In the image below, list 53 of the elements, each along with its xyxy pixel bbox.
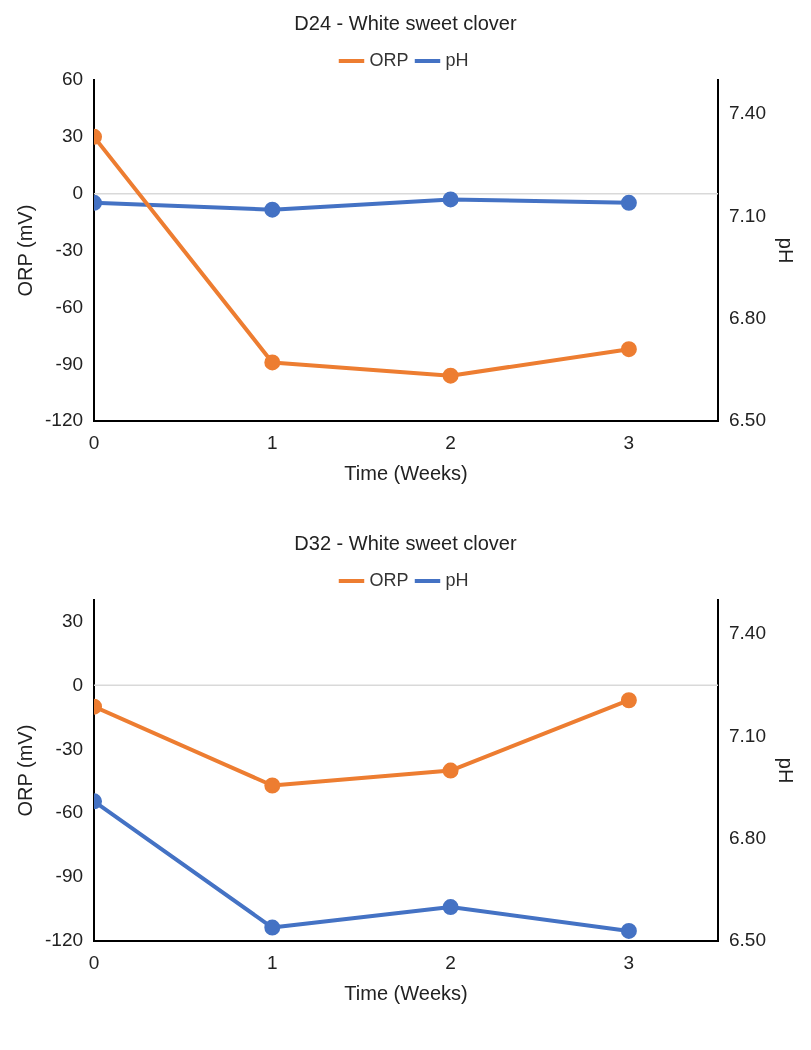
chart-title: D32 - White sweet clover — [294, 531, 517, 554]
point — [264, 201, 281, 218]
legend-label: pH — [445, 569, 469, 590]
y-tick-label: -90 — [55, 865, 84, 887]
y-tick-label: 30 — [61, 609, 84, 631]
point — [620, 692, 637, 709]
point — [620, 194, 637, 211]
point — [442, 899, 459, 916]
y-tick-label: -120 — [45, 409, 84, 431]
legend-label: ORP — [369, 569, 409, 590]
y2-tick-label: 7.40 — [729, 102, 766, 124]
x-axis-title: Time (Weeks) — [344, 981, 468, 1004]
point — [264, 919, 281, 936]
y-tick-label: 30 — [61, 125, 84, 147]
x-tick-label: 0 — [88, 431, 100, 453]
x-tick-label: 0 — [88, 951, 100, 973]
x-tick-label: 3 — [623, 951, 635, 973]
y-tick-label: 0 — [72, 181, 84, 203]
y2-tick-label: 7.10 — [729, 724, 766, 746]
x-tick-label: 3 — [623, 431, 635, 453]
y-tick-label: -30 — [55, 737, 84, 759]
y-tick-label: -90 — [55, 352, 84, 374]
y-tick-label: -120 — [45, 929, 84, 951]
legend-label: ORP — [369, 49, 409, 70]
x-tick-label: 2 — [445, 431, 456, 453]
y2-tick-label: 7.40 — [729, 622, 766, 644]
y2-axis-title: pH — [775, 237, 798, 264]
point — [264, 354, 281, 371]
y2-axis-title: pH — [775, 757, 798, 784]
point — [442, 191, 459, 208]
point — [620, 341, 637, 358]
y2-tick-label: 6.50 — [729, 409, 766, 431]
y2-tick-label: 6.80 — [729, 307, 766, 329]
y-tick-label: 0 — [72, 673, 84, 695]
y2-tick-label: 6.50 — [729, 929, 766, 951]
point — [620, 922, 637, 939]
x-tick-label: 1 — [267, 431, 278, 453]
x-tick-label: 1 — [267, 951, 278, 973]
y-tick-label: -60 — [55, 295, 84, 317]
x-tick-label: 2 — [445, 951, 456, 973]
point — [264, 777, 281, 794]
y-tick-label: -60 — [55, 801, 84, 823]
y-tick-label: -30 — [55, 238, 84, 260]
chart-title: D24 - White sweet clover — [294, 11, 517, 34]
point — [442, 367, 459, 384]
legend-label: pH — [445, 49, 469, 70]
y2-tick-label: 6.80 — [729, 827, 766, 849]
y-tick-label: 60 — [61, 68, 84, 90]
x-axis-title: Time (Weeks) — [344, 461, 468, 484]
y-axis-title: ORP (mV) — [13, 724, 36, 817]
point — [442, 762, 459, 779]
y2-tick-label: 7.10 — [729, 204, 766, 226]
y-axis-title: ORP (mV) — [13, 204, 36, 297]
